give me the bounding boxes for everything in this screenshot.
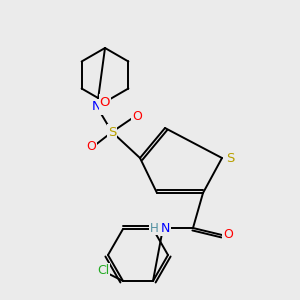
Text: Cl: Cl — [97, 265, 109, 278]
Text: S: S — [226, 152, 234, 164]
Text: O: O — [100, 95, 110, 109]
Text: N: N — [92, 100, 102, 113]
Text: N: N — [160, 221, 170, 235]
Text: S: S — [108, 125, 116, 139]
Text: O: O — [132, 110, 142, 122]
Text: O: O — [223, 229, 233, 242]
Text: O: O — [86, 140, 96, 154]
Text: H: H — [150, 221, 158, 235]
